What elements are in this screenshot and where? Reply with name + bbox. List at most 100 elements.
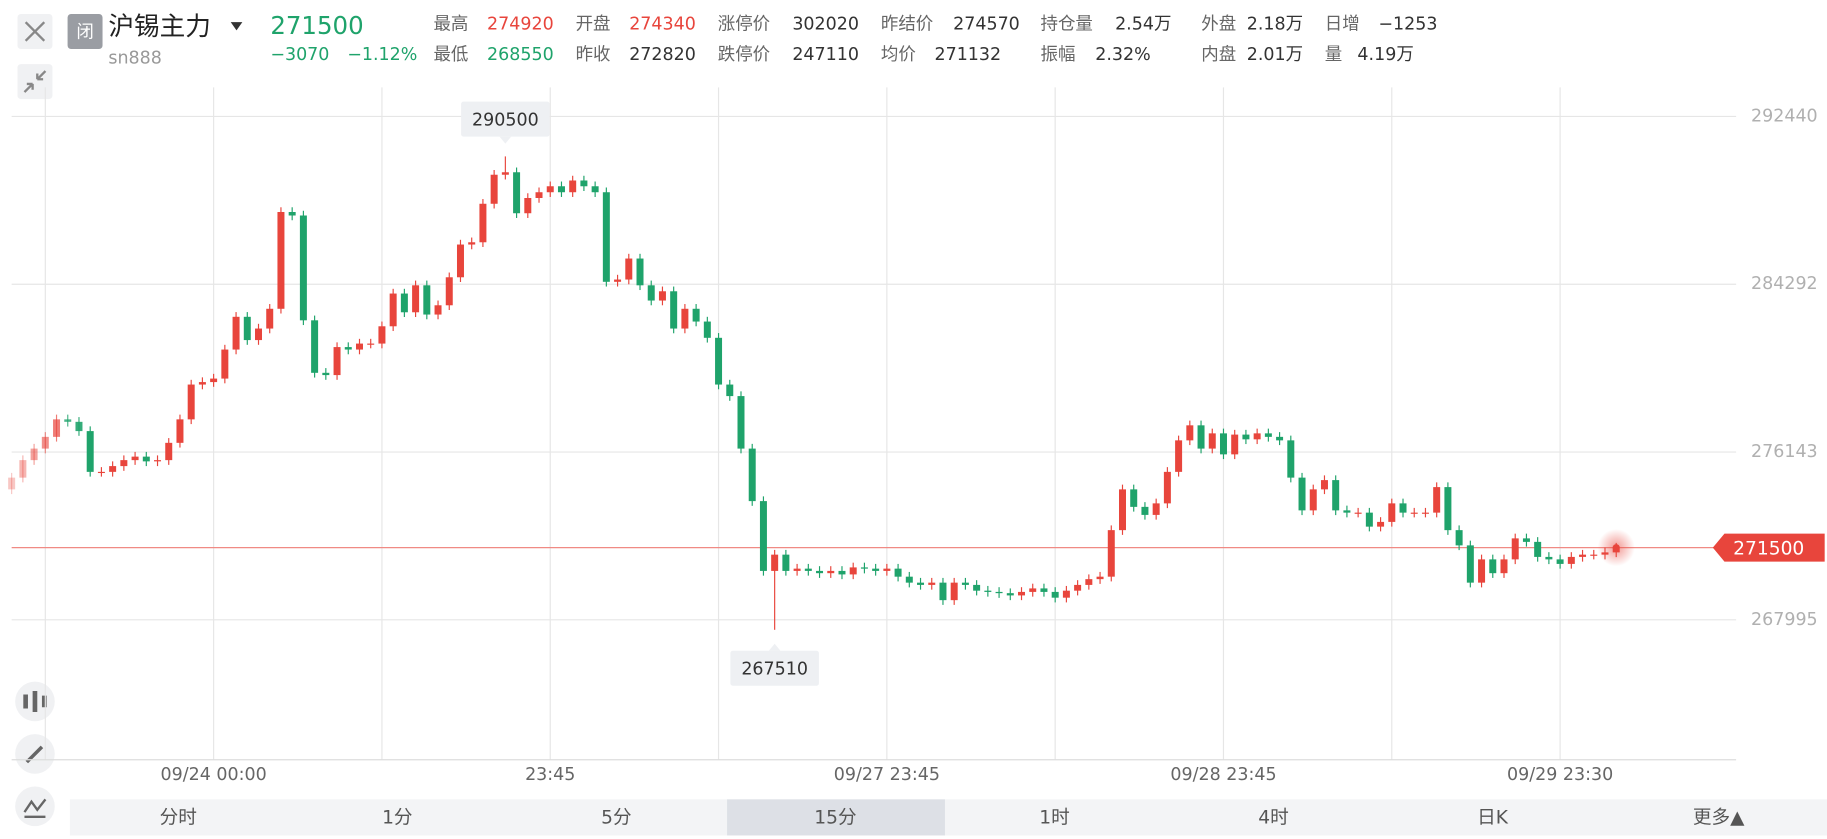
candle-body: [86, 431, 94, 472]
candle-body: [243, 316, 251, 341]
tab-bar: [69, 799, 1827, 836]
candle-body: [41, 436, 49, 449]
candle-body: [322, 372, 330, 376]
candle-body: [524, 197, 532, 214]
candle-body: [423, 285, 431, 315]
candle-body: [995, 591, 1003, 594]
candle-body: [154, 460, 162, 462]
tab[interactable]: 15分: [814, 807, 856, 828]
candle-body: [984, 590, 992, 592]
candle-body: [804, 568, 812, 571]
stat-label: 开盘: [576, 15, 611, 35]
candle-body: [434, 305, 442, 315]
candle-body: [333, 347, 341, 376]
candle-body: [591, 186, 599, 193]
y-tick-label: 267995: [1751, 610, 1818, 630]
candle-body: [715, 337, 723, 385]
stat-value: 271132: [934, 45, 1001, 65]
dropdown-arrow[interactable]: [230, 22, 243, 31]
candle-body: [1040, 588, 1048, 592]
candle-body: [1018, 591, 1026, 596]
candle-body: [1029, 588, 1037, 592]
candle-body: [1152, 503, 1160, 515]
price-change-pct: −1.12%: [347, 45, 417, 65]
candle-body: [614, 279, 622, 282]
candle-body: [97, 471, 105, 474]
candle-body: [355, 343, 363, 350]
candle-body: [344, 347, 352, 350]
candle-body: [1388, 503, 1396, 522]
price-change: −3070: [270, 45, 329, 65]
candle-body: [771, 554, 779, 571]
candle-body: [445, 277, 453, 306]
candle-body: [905, 576, 913, 583]
tab[interactable]: 分时: [160, 807, 197, 828]
candle-body: [232, 316, 240, 350]
symbol-name[interactable]: 沪锡主力: [108, 12, 211, 42]
pulse-dot: [1612, 544, 1620, 552]
tab[interactable]: 1时: [1039, 807, 1069, 828]
stat-label: 量: [1325, 45, 1342, 65]
stat-label: 外盘: [1201, 15, 1236, 35]
candle-body: [299, 215, 307, 321]
candle-body: [557, 186, 565, 193]
candle-body: [1130, 489, 1138, 507]
candle-body: [109, 466, 117, 472]
stat-value: 2.01万: [1247, 45, 1303, 65]
stat-label: 持仓量: [1041, 15, 1093, 35]
candle-body: [176, 419, 184, 443]
tab[interactable]: 5分: [601, 807, 631, 828]
badge: [67, 14, 103, 49]
tab[interactable]: 1分: [382, 807, 412, 828]
candle-body: [1590, 554, 1598, 556]
candle-body: [973, 584, 981, 591]
candle-body: [816, 570, 824, 574]
stat-value: −1253: [1378, 15, 1437, 35]
collapse-icon: [23, 70, 47, 93]
stat-value: 2.32%: [1095, 45, 1151, 65]
x-tick-label: 23:45: [525, 765, 575, 785]
candle-body: [1163, 471, 1171, 504]
stat-label: 均价: [881, 45, 916, 65]
tab[interactable]: 4时: [1258, 807, 1288, 828]
stat-label: 内盘: [1201, 45, 1236, 65]
candle-body: [378, 326, 386, 344]
stat-label: 昨收: [576, 45, 611, 65]
tab[interactable]: 日K: [1477, 807, 1509, 828]
min-label-pointer: [768, 643, 781, 651]
y-tick-label: 276143: [1751, 442, 1818, 462]
candle-body: [513, 172, 521, 214]
candle-body: [187, 384, 195, 420]
candle-body: [1478, 559, 1486, 583]
candle-body: [1410, 512, 1418, 514]
candle-body: [1511, 538, 1519, 560]
last-price: 271500: [270, 11, 363, 40]
stat-label: 昨结价: [881, 15, 933, 35]
candle-body: [894, 568, 902, 577]
candle-body: [1141, 506, 1149, 515]
candle-body: [1219, 433, 1227, 455]
candle-body: [165, 442, 173, 461]
candle-body: [1399, 503, 1407, 513]
stat-label: 跌停价: [718, 45, 770, 65]
candle-body: [1545, 556, 1553, 560]
candle-body: [53, 419, 61, 437]
candle-body: [1522, 538, 1530, 542]
candle-body: [860, 567, 868, 569]
candle-body: [412, 285, 420, 313]
x-tick-label: 09/24 00:00: [160, 765, 266, 785]
candle-body: [468, 242, 476, 245]
tools: [15, 681, 55, 827]
collapse-button[interactable]: [17, 64, 53, 100]
candle-body: [479, 203, 487, 243]
tool-candles-icon: [23, 690, 47, 712]
candle-body: [311, 320, 319, 373]
min-label: 267510: [741, 659, 808, 679]
candle-body: [210, 378, 218, 383]
candle-body: [883, 568, 891, 571]
candle-body: [961, 582, 969, 585]
candle-body: [1534, 541, 1542, 557]
candle-body: [1276, 436, 1284, 441]
tab[interactable]: 更多▲: [1693, 807, 1745, 828]
